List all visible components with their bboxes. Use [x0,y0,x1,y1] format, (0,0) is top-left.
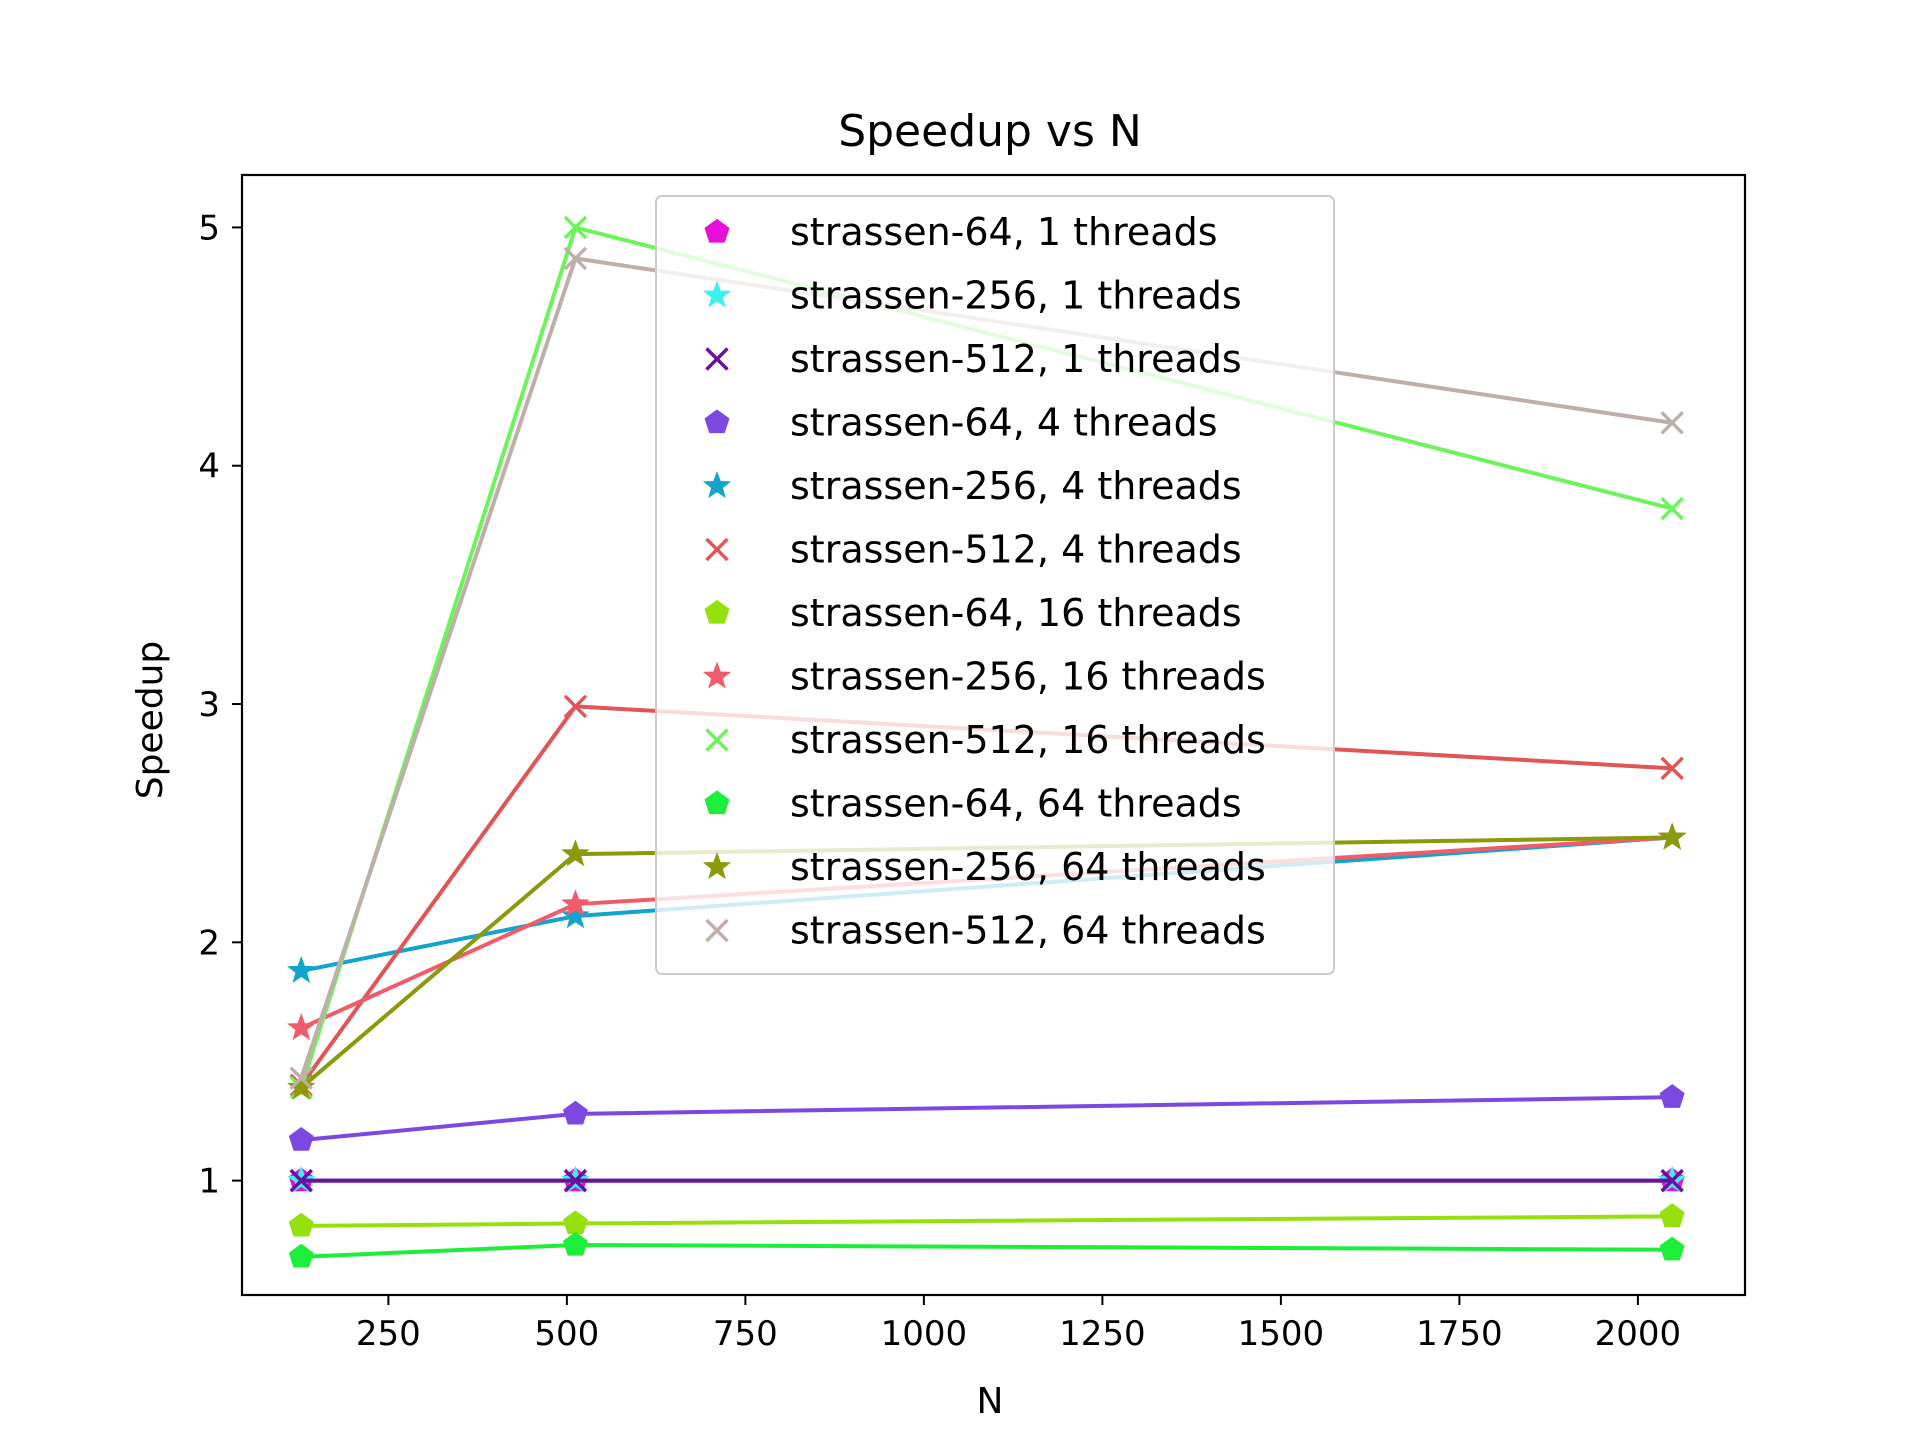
legend-label: strassen-64, 1 threads [790,210,1218,254]
y-axis-label: Speedup [130,641,171,800]
data-point-pentagon [704,218,730,243]
data-point-x [705,537,729,562]
legend-label: strassen-512, 64 threads [790,909,1266,953]
data-point-pentagon [1659,1084,1685,1108]
legend: strassen-64, 1 threads strassen-256, 1 th… [655,195,1335,975]
legend-entry: strassen-256, 16 threads [702,655,1266,699]
legend-entry: strassen-256, 64 threads [702,845,1266,889]
legend-label: strassen-64, 64 threads [790,782,1242,826]
series-line [289,1168,1684,1193]
legend-entry: strassen-64, 4 threads [704,401,1218,445]
data-point-pentagon [704,790,730,815]
legend-box [655,195,1335,975]
y-tick-label: 4 [198,447,220,487]
data-point-pentagon [562,1231,588,1256]
data-point-pentagon [704,409,730,434]
y-tick-label: 3 [198,685,220,725]
legend-entry: strassen-64, 64 threads [704,782,1242,826]
legend-label: strassen-64, 4 threads [790,401,1218,445]
y-tick-label: 5 [198,208,220,248]
data-point-pentagon [704,599,730,624]
x-tick-label: 1750 [1416,1314,1503,1354]
legend-entry: strassen-256, 4 threads [702,464,1242,508]
data-point-x [563,1168,588,1193]
data-point-x [289,1168,313,1193]
legend-entry: strassen-512, 4 threads [705,528,1242,572]
legend-label: strassen-512, 4 threads [790,528,1242,572]
data-point-star [702,280,732,308]
x-axis-label: N [977,1381,1004,1422]
data-point-star [702,852,732,880]
data-point-pentagon [288,1212,314,1237]
data-point-x [563,694,588,719]
data-point-star [287,1013,316,1041]
x-tick-label: 500 [534,1314,599,1354]
data-point-star [287,955,316,984]
x-tick-label: 2000 [1595,1314,1682,1354]
data-point-pentagon [1659,1236,1685,1261]
series-line [288,1203,1685,1237]
x-tick-label: 1500 [1238,1314,1325,1354]
data-point-star [287,1072,316,1100]
x-tick-label: 250 [356,1314,421,1354]
chart-title: Speedup vs N [838,106,1142,157]
legend-label: strassen-256, 4 threads [790,464,1242,508]
data-point-pentagon [562,1100,588,1125]
data-point-star [561,889,590,917]
legend-label: strassen-256, 1 threads [790,274,1242,318]
legend-label: strassen-512, 16 threads [790,718,1266,762]
data-point-x [563,246,588,271]
data-point-x [289,1066,313,1090]
data-point-x [705,347,729,371]
x-tick-label: 750 [713,1314,778,1354]
x-tick-label: 1250 [1059,1314,1146,1354]
legend-label: strassen-512, 1 threads [790,337,1242,381]
legend-label: strassen-64, 16 threads [790,591,1242,635]
data-point-x [1660,411,1684,435]
data-point-pentagon [288,1243,314,1268]
plot-frame [240,173,1747,1297]
legend-entry: strassen-256, 1 threads [702,274,1242,318]
data-point-x [1660,496,1684,521]
legend-entry: strassen-512, 64 threads [705,909,1266,953]
data-point-x [705,918,729,943]
data-point-pentagon [288,1126,314,1151]
data-point-x [1660,1168,1684,1193]
y-tick-label: 2 [198,923,220,963]
x-tick-label: 1000 [881,1314,968,1354]
data-point-x [563,215,588,240]
legend-label: strassen-256, 16 threads [790,655,1266,699]
series-line [288,1231,1685,1268]
legend-entry: strassen-512, 1 threads [705,337,1242,381]
legend-entry: strassen-512, 16 threads [705,718,1266,762]
data-point-star [561,901,590,929]
data-point-x [1660,756,1684,781]
data-point-x [705,728,729,752]
y-tick-label: 1 [198,1162,220,1202]
legend-entry: strassen-64, 1 threads [704,210,1218,254]
data-point-star [561,839,590,867]
data-point-star [702,471,732,499]
legend-entry: strassen-64, 16 threads [704,591,1242,635]
data-point-star [702,661,732,689]
series-line [288,1084,1685,1151]
data-point-pentagon [1659,1203,1685,1227]
axis-ticks: 250 500 750 1000 1250 1500 1750 2000 1 2 3 4 5 [198,208,1681,1354]
data-point-star [1657,822,1687,850]
legend-label: strassen-256, 64 threads [790,845,1266,889]
